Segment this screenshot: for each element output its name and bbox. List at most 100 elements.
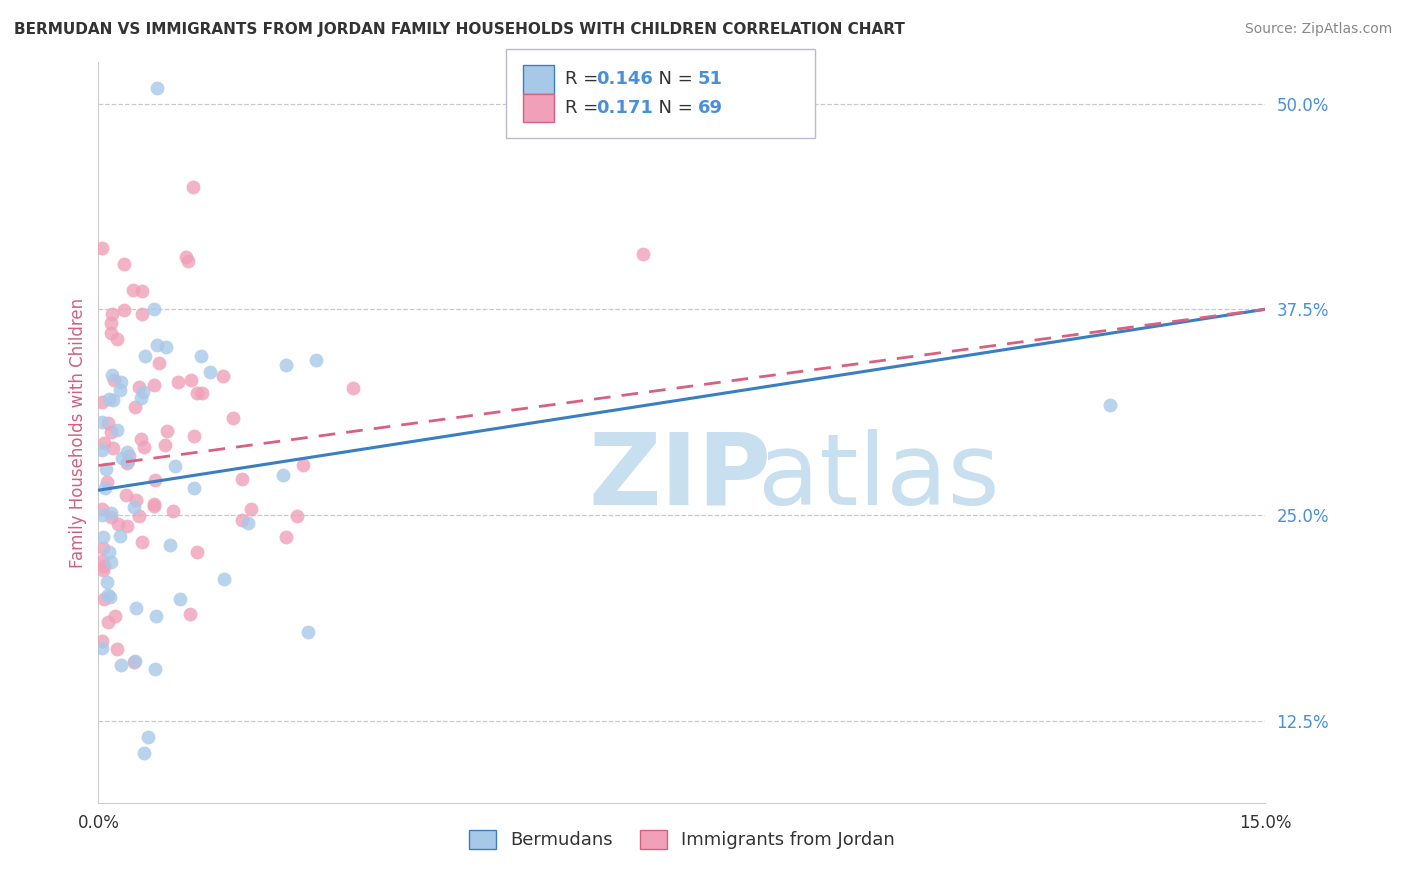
Point: [104, 608, 127, 623]
Point: [143, 662, 166, 676]
Point: [98, 392, 121, 406]
Point: [98, 590, 121, 604]
Point: [91, 634, 114, 648]
Point: [103, 393, 125, 408]
Point: [91, 415, 114, 429]
Point: [91, 394, 114, 409]
Point: [179, 607, 201, 621]
Point: [122, 655, 145, 669]
Point: [107, 517, 129, 532]
Text: N =: N =: [647, 99, 699, 117]
Point: [117, 454, 139, 468]
Point: [100, 555, 122, 569]
Point: [97, 615, 120, 629]
Point: [191, 385, 214, 400]
Point: [631, 246, 654, 260]
Point: [115, 445, 138, 459]
Legend: Bermudans, Immigrants from Jordan: Bermudans, Immigrants from Jordan: [461, 823, 903, 856]
Text: 69: 69: [697, 99, 723, 117]
Point: [305, 353, 328, 368]
Point: [1098, 398, 1121, 412]
Point: [162, 503, 184, 517]
Point: [132, 747, 155, 761]
Point: [91, 502, 114, 516]
Point: [93, 591, 115, 606]
Point: [156, 424, 179, 438]
Point: [131, 535, 153, 549]
Point: [93, 559, 115, 574]
Point: [155, 340, 177, 354]
Point: [180, 373, 202, 387]
Point: [236, 516, 259, 530]
Point: [143, 473, 166, 487]
Point: [103, 373, 125, 387]
Point: [101, 441, 124, 455]
Point: [148, 356, 170, 370]
Point: [122, 500, 145, 515]
Point: [186, 544, 208, 558]
Point: [145, 609, 167, 624]
Point: [110, 657, 132, 672]
Point: [142, 497, 165, 511]
Point: [273, 468, 295, 483]
Point: [112, 257, 135, 271]
Point: [231, 472, 253, 486]
Point: [100, 425, 122, 439]
Point: [291, 458, 314, 472]
Point: [239, 501, 262, 516]
Point: [97, 588, 120, 602]
Point: [132, 441, 155, 455]
Point: [124, 400, 146, 414]
Text: BERMUDAN VS IMMIGRANTS FROM JORDAN FAMILY HOUSEHOLDS WITH CHILDREN CORRELATION C: BERMUDAN VS IMMIGRANTS FROM JORDAN FAMIL…: [14, 22, 905, 37]
Point: [285, 508, 308, 523]
Point: [222, 411, 245, 425]
Point: [94, 481, 117, 495]
Point: [131, 284, 153, 298]
Point: [108, 529, 131, 543]
Point: [276, 530, 298, 544]
Point: [108, 383, 131, 397]
Point: [110, 375, 132, 389]
Text: atlas: atlas: [758, 428, 1000, 525]
Point: [177, 254, 200, 268]
Point: [124, 492, 146, 507]
Point: [125, 600, 148, 615]
Point: [98, 545, 121, 559]
Point: [91, 443, 114, 458]
Point: [105, 332, 128, 346]
Point: [143, 301, 166, 316]
Text: R =: R =: [565, 70, 605, 88]
Point: [96, 575, 118, 590]
Point: [198, 365, 221, 379]
Point: [96, 462, 118, 476]
Text: 51: 51: [697, 70, 723, 88]
Point: [159, 538, 181, 552]
Point: [212, 572, 235, 586]
Point: [121, 284, 143, 298]
Point: [212, 368, 235, 383]
Point: [100, 316, 122, 330]
Text: 0.171: 0.171: [596, 99, 652, 117]
Point: [91, 541, 114, 556]
Point: [93, 436, 115, 450]
Text: R =: R =: [565, 99, 610, 117]
Point: [186, 385, 208, 400]
Point: [145, 81, 167, 95]
Text: ZIP: ZIP: [589, 428, 772, 525]
Point: [117, 456, 139, 470]
Text: 0.146: 0.146: [596, 70, 652, 88]
Point: [91, 640, 114, 655]
Point: [91, 563, 114, 577]
Point: [129, 392, 152, 406]
Point: [101, 368, 124, 382]
Text: Source: ZipAtlas.com: Source: ZipAtlas.com: [1244, 22, 1392, 37]
Point: [115, 518, 138, 533]
Point: [167, 375, 190, 389]
Point: [153, 438, 176, 452]
Point: [112, 303, 135, 318]
Point: [96, 475, 118, 489]
Point: [136, 730, 159, 744]
Point: [183, 481, 205, 495]
Point: [100, 326, 122, 340]
Point: [169, 591, 191, 606]
